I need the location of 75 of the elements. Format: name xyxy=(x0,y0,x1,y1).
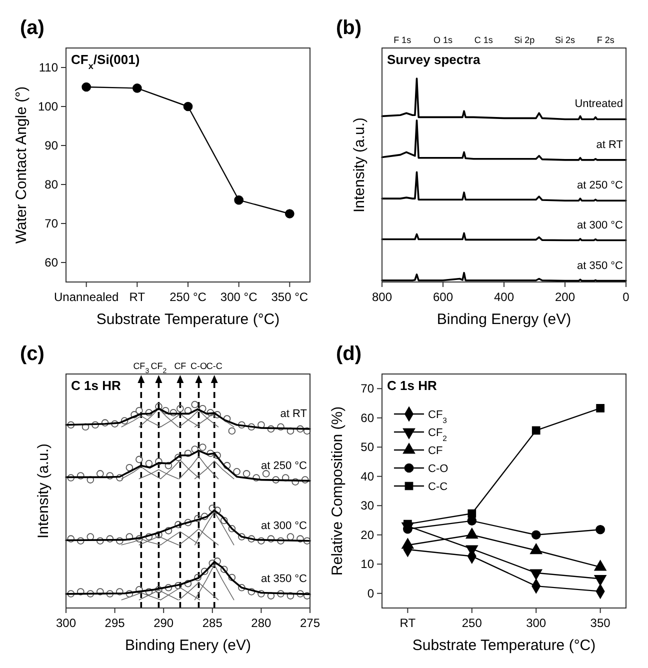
legend-label: CF$_{2}$ xyxy=(428,427,447,442)
y-tick-label: 0 xyxy=(367,586,374,600)
text: C 1s HR xyxy=(71,378,122,393)
y-tick-label: 60 xyxy=(44,256,58,270)
x-axis-title: Binding Enery (eV) xyxy=(125,637,251,654)
x-tick-label: 600 xyxy=(432,290,454,304)
x-tick-label: 295 xyxy=(104,616,126,630)
series-label: Untreated xyxy=(574,98,623,110)
x-tick-label: RT xyxy=(400,616,416,630)
x-tick-label: 350 °C xyxy=(271,290,308,304)
chart-title: (c) xyxy=(20,343,44,365)
x-tick-label: 290 xyxy=(154,616,174,630)
text: O 1s xyxy=(433,35,453,45)
text: Si 2s xyxy=(554,35,576,45)
text: F 1s xyxy=(394,35,412,45)
ref-line-label: CF xyxy=(174,361,187,371)
y-tick-label: 70 xyxy=(44,216,58,230)
legend-label: CF xyxy=(428,445,443,457)
series-label: at 300 °C xyxy=(261,520,308,532)
ref-line-label: C-O xyxy=(190,361,207,371)
x-tick-label: 275 xyxy=(300,616,320,630)
x-tick-label: 400 xyxy=(494,290,514,304)
x-axis-title: Binding Energy (eV) xyxy=(436,311,572,328)
text: Survey spectra xyxy=(387,52,481,67)
y-axis-title: Water Contact Angle (°) xyxy=(13,86,30,244)
ref-line-label: CF$_{2}$ xyxy=(150,361,167,374)
x-tick-label: 250 °C xyxy=(170,290,207,304)
y-tick-label: 80 xyxy=(44,178,58,192)
legend-label: C-O xyxy=(428,463,449,475)
annotation: CF$_{x}$/Si(001) xyxy=(71,52,140,71)
x-tick-label: 200 xyxy=(554,290,576,304)
text: Si 2p xyxy=(514,35,535,45)
chart-title: (b) xyxy=(336,17,362,39)
x-tick-label: 300 °C xyxy=(220,290,258,304)
x-tick-label: 0 xyxy=(622,290,630,304)
chart-title: (d) xyxy=(336,343,362,365)
series-label: at 350 °C xyxy=(577,260,624,272)
annotation: C 1s HR xyxy=(387,378,438,393)
x-axis-title: Substrate Temperature (°C) xyxy=(412,637,596,654)
y-tick-label: 30 xyxy=(360,498,374,513)
text: F 2s xyxy=(596,35,615,45)
y-tick-label: 40 xyxy=(360,469,374,484)
x-tick-label: 280 xyxy=(251,616,272,630)
series-label: at 250 °C xyxy=(261,460,308,472)
x-tick-label: 250 xyxy=(462,616,482,630)
y-tick-label: 100 xyxy=(38,100,58,114)
chart-title: (a) xyxy=(20,17,44,39)
series-label: at 350 °C xyxy=(261,573,308,586)
y-tick-label: 70 xyxy=(360,382,374,396)
y-tick-label: 60 xyxy=(360,410,374,425)
x-tick-label: 300 xyxy=(526,616,546,630)
x-tick-label: 800 xyxy=(372,290,392,304)
x-tick-label: Unannealed xyxy=(54,290,119,304)
legend-label: C-C xyxy=(428,481,448,493)
y-axis-title: Relative Composition (%) xyxy=(329,406,346,576)
y-axis-title: Intensity (a.u.) xyxy=(35,443,52,539)
series-label: at 300 °C xyxy=(577,219,624,232)
legend-label: CF$_{3}$ xyxy=(428,409,447,424)
series-label: at RT xyxy=(280,408,308,420)
x-tick-label: 300 xyxy=(56,616,76,630)
ref-line-label: C-C xyxy=(206,361,223,371)
x-tick-label: 285 xyxy=(202,616,223,630)
x-tick-label: 350 xyxy=(590,616,611,630)
text: C 1s xyxy=(474,35,494,45)
x-tick-label: RT xyxy=(129,290,146,304)
y-tick-label: 90 xyxy=(44,138,58,152)
y-tick-label: 110 xyxy=(38,60,58,74)
series-label: at RT xyxy=(596,138,624,151)
y-tick-label: 50 xyxy=(360,440,374,454)
ref-line-label: CF$_{3}$ xyxy=(133,361,150,374)
y-tick-label: 20 xyxy=(360,528,374,542)
x-axis-title: Substrate Temperature (°C) xyxy=(96,311,280,328)
y-axis-title: Intensity (a.u.) xyxy=(351,117,368,213)
y-tick-label: 10 xyxy=(360,557,374,572)
series-label: at 250 °C xyxy=(577,180,624,192)
